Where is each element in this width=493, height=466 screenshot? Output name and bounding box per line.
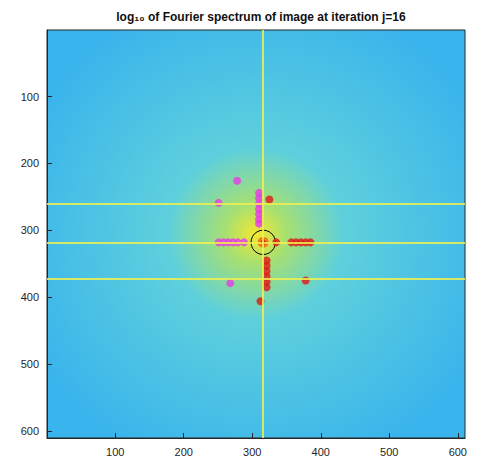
svg-text:300: 300 [21, 224, 39, 236]
svg-text:500: 500 [21, 358, 39, 370]
svg-text:600: 600 [449, 446, 467, 458]
svg-text:400: 400 [312, 446, 330, 458]
svg-text:100: 100 [106, 446, 124, 458]
svg-text:500: 500 [380, 446, 398, 458]
svg-text:100: 100 [21, 91, 39, 103]
svg-text:600: 600 [21, 425, 39, 437]
svg-text:400: 400 [21, 291, 39, 303]
svg-text:200: 200 [175, 446, 193, 458]
svg-text:200: 200 [21, 157, 39, 169]
svg-text:log₁₀ of Fourier spectrum of i: log₁₀ of Fourier spectrum of image at it… [116, 10, 406, 24]
svg-text:300: 300 [243, 446, 261, 458]
